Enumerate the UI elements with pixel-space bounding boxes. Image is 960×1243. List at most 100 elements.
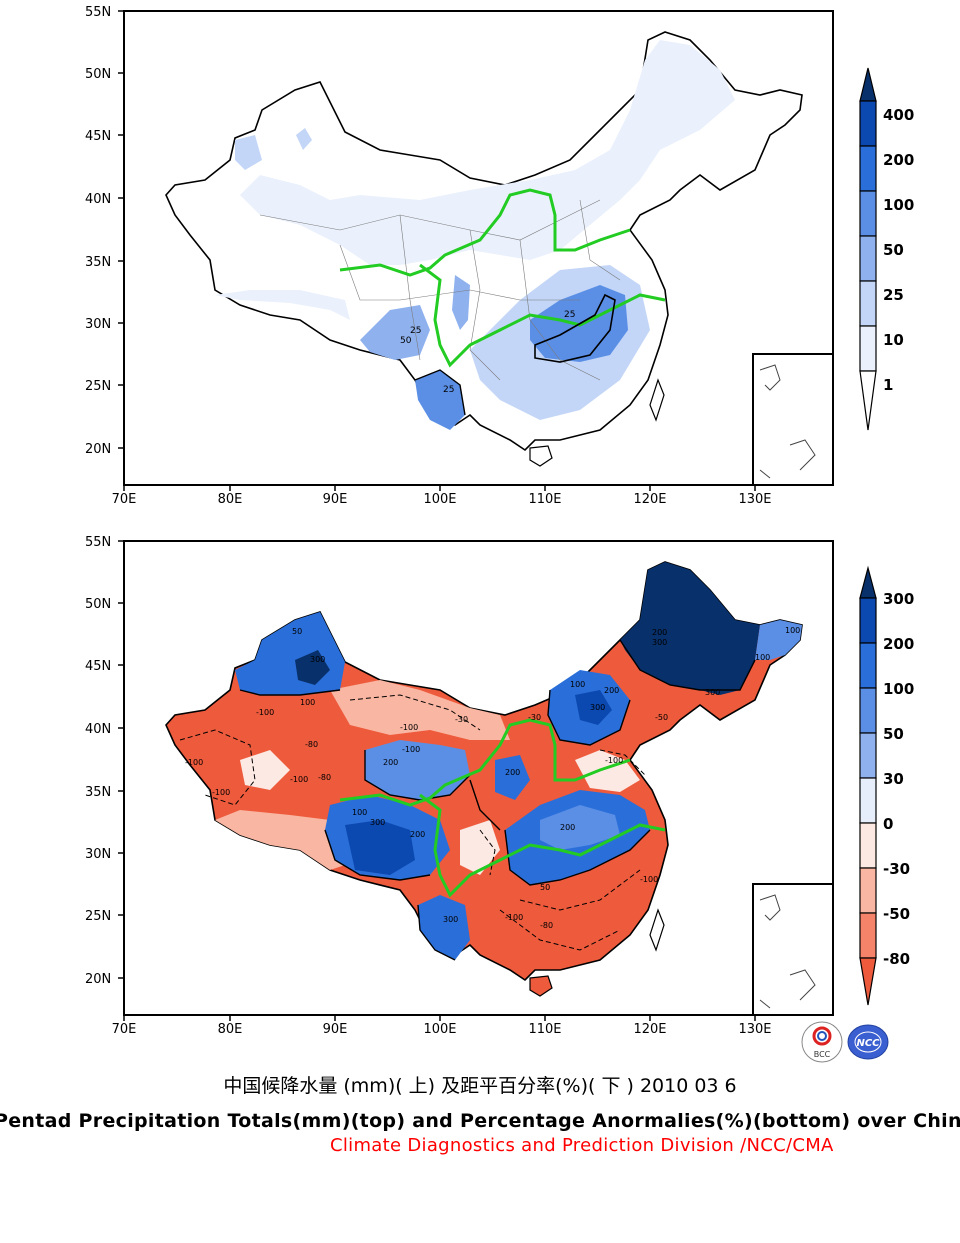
bottom-lat-label: 50N [85, 597, 111, 612]
bottom-anomaly-map: 300 200 300 300 200 100 100 300 100 50 1… [85, 535, 914, 1037]
english-caption: Pentad Precipitation Totals(mm)(top) and… [0, 1110, 960, 1132]
top-contour-label-1: 25 [410, 326, 421, 336]
bottom-colorbar-label: 0 [883, 815, 893, 833]
bottom-hainan [529, 975, 553, 997]
top-inset-coast [759, 364, 816, 479]
top-lon-label: 100E [423, 492, 456, 507]
top-contour-label-2: 50 [400, 336, 412, 346]
bottom-contour-label: 200 [505, 768, 520, 777]
top-lat-label: 40N [85, 192, 111, 207]
top-lat-label: 20N [85, 442, 111, 457]
bottom-colorbar-label: -50 [883, 905, 910, 923]
bottom-contour-label: -100 [505, 913, 523, 922]
bottom-contour-label: -100 [185, 758, 203, 767]
top-yangtze-river [419, 263, 666, 368]
bottom-pos-south-core [540, 805, 620, 850]
bottom-lat-label: 20N [85, 972, 111, 987]
bottom-contour-label: 300 [652, 638, 667, 647]
bottom-contour-label: 100 [570, 680, 585, 689]
bottom-colorbar-label: 100 [883, 680, 914, 698]
top-precip-light-west [215, 290, 350, 320]
top-contour-sw [414, 369, 466, 416]
top-colorbar-label: 200 [883, 151, 914, 169]
bottom-lon-label: 110E [528, 1022, 561, 1037]
top-colorbar-label: 1 [883, 376, 893, 394]
bottom-contour-label: 200 [560, 823, 575, 832]
bottom-contour-label: 200 [410, 830, 425, 839]
top-precip-light-sw [360, 305, 430, 360]
bottom-lat-label: 40N [85, 722, 111, 737]
bottom-lon-label: 90E [323, 1022, 348, 1037]
top-yellow-river [339, 188, 631, 277]
bottom-yangtze-river [419, 793, 666, 898]
bottom-colorbar-label: 300 [883, 590, 914, 608]
top-precipitation-map: 25 50 25 25 55N 50N 45N 40N 35N 30N 25N … [85, 5, 914, 507]
bottom-contour-label: -100 [400, 723, 418, 732]
bottom-contour-label: -100 [402, 745, 420, 754]
bottom-colorbar-label: -30 [883, 860, 910, 878]
bottom-contour-label: 100 [352, 808, 367, 817]
bottom-taiwan [649, 908, 665, 952]
top-contour-25 [534, 293, 616, 363]
bottom-negative-contours [179, 694, 646, 951]
bottom-lon-label: 80E [218, 1022, 243, 1037]
bottom-contour-label: -80 [540, 921, 553, 930]
bottom-contour-label: -50 [655, 713, 668, 722]
top-lat-label: 30N [85, 317, 111, 332]
bottom-neg-light-4 [460, 820, 500, 875]
top-precip-light-north [240, 40, 735, 265]
bottom-contour-label: 100 [785, 626, 800, 635]
top-contour-label-4: 25 [564, 310, 575, 320]
bottom-pos-ne-edge [755, 620, 802, 660]
top-precip-spot [296, 128, 312, 150]
bottom-pos-east [575, 750, 640, 792]
bottom-inset-coast [759, 894, 816, 1009]
division-caption: Climate Diagnostics and Prediction Divis… [330, 1135, 834, 1156]
bottom-pos-nw-core [295, 650, 330, 685]
bcc-logo: BCC [801, 1021, 843, 1063]
bottom-contour-label: 300 [443, 915, 458, 924]
top-province-lines [259, 199, 621, 381]
top-lon-label: 110E [528, 492, 561, 507]
bottom-lat-label: 55N [85, 535, 111, 550]
top-contour-label-3: 25 [443, 385, 454, 395]
bottom-contour-label: -100 [290, 775, 308, 784]
bottom-colorbar-label: 200 [883, 635, 914, 653]
chinese-caption: 中国候降水量 (mm)( 上) 及距平百分率(%)( 下 ) 2010 03 6 [223, 1075, 737, 1097]
top-hainan [529, 445, 553, 467]
top-colorbar-label: 400 [883, 106, 914, 124]
bottom-lon-label: 100E [423, 1022, 456, 1037]
bottom-contour-label: 50 [292, 627, 302, 636]
bottom-contour-label: 300 [705, 688, 720, 697]
bottom-lat-label: 45N [85, 659, 111, 674]
bottom-contour-label: -100 [212, 788, 230, 797]
top-lon-label: 130E [738, 492, 771, 507]
bottom-lon-label: 120E [633, 1022, 666, 1037]
bottom-contour-label: 50 [540, 883, 550, 892]
top-precip-light-ne [235, 135, 262, 170]
bottom-contour-label: 300 [310, 655, 325, 664]
bottom-colorbar-label: 50 [883, 725, 904, 743]
bottom-lat-label: 30N [85, 847, 111, 862]
bottom-pos-north-core [575, 690, 612, 725]
bottom-contour-label: 300 [590, 703, 605, 712]
bottom-contour-label: -30 [455, 715, 468, 724]
top-lat-label: 25N [85, 379, 111, 394]
bottom-neg-light-2 [330, 680, 510, 740]
bottom-contour-label: 100 [300, 698, 315, 707]
bottom-contour-label: -100 [605, 756, 623, 765]
bottom-lon-label: 70E [112, 1022, 137, 1037]
top-lat-label: 45N [85, 129, 111, 144]
bottom-contour-label: 100 [755, 653, 770, 662]
bottom-contour-label: 200 [604, 686, 619, 695]
bottom-contour-label: -80 [305, 740, 318, 749]
bottom-colorbar-label: 30 [883, 770, 904, 788]
bottom-contour-label: 200 [652, 628, 667, 637]
top-taiwan [649, 378, 665, 422]
ncc-logo: NCC [847, 1024, 889, 1060]
bottom-contour-label: 200 [383, 758, 398, 767]
top-colorbar-label: 10 [883, 331, 904, 349]
bottom-contour-label: -100 [256, 708, 274, 717]
top-lat-label: 35N [85, 255, 111, 270]
top-colorbar-label: 25 [883, 286, 904, 304]
